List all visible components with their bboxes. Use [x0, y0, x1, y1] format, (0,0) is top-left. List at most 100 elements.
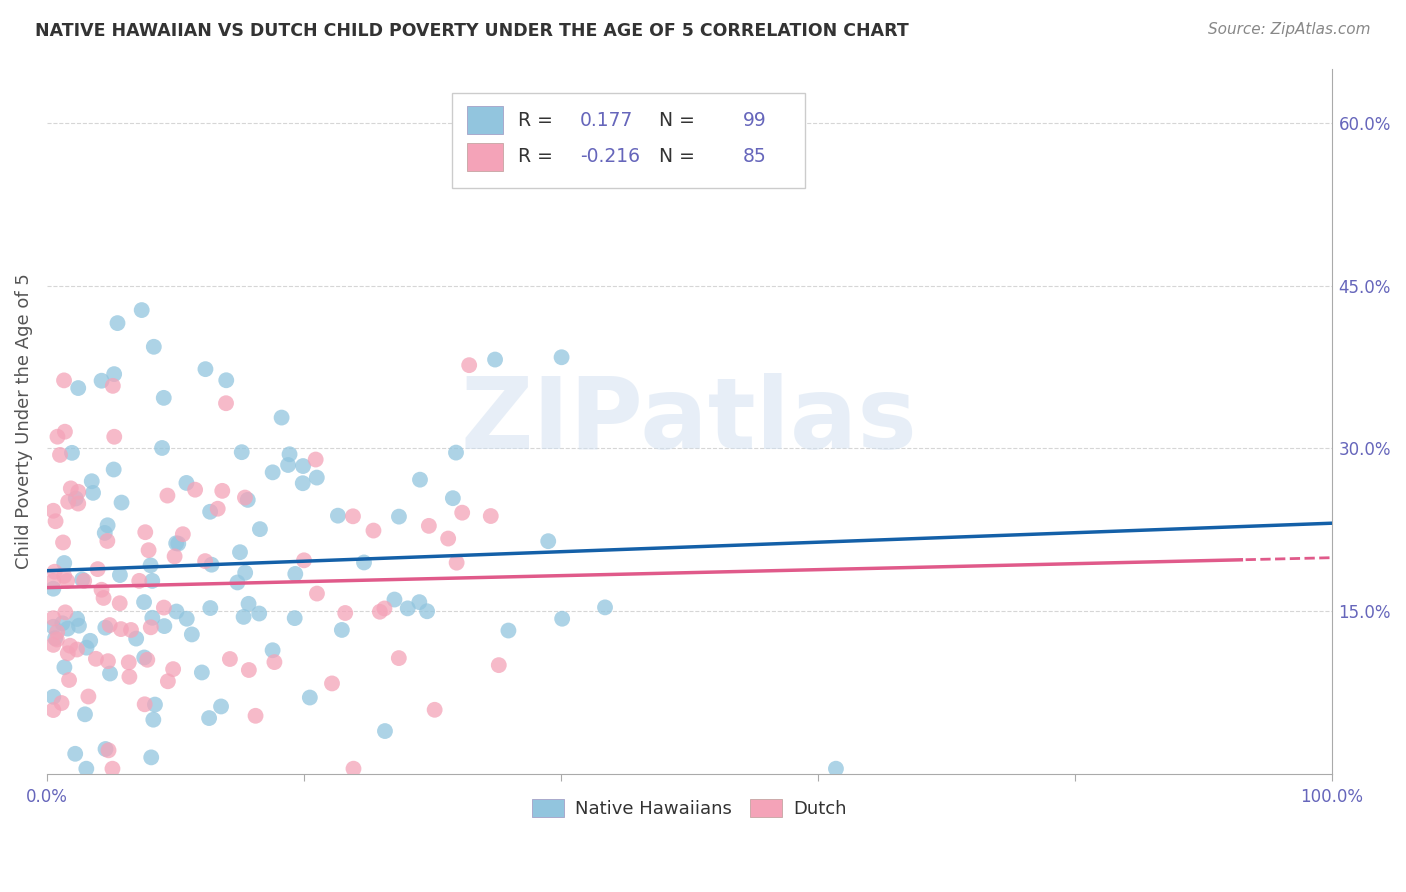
Point [211, 483, 233, 498]
Point [51, 616, 73, 631]
Text: R =: R = [519, 111, 560, 129]
Point [103, 430, 125, 444]
Point [233, 566, 256, 580]
Point [153, 619, 176, 633]
Point [165, 605, 187, 619]
Point [90, 374, 112, 388]
Point [353, 556, 375, 570]
Point [458, 358, 481, 372]
Point [53, 605, 76, 619]
Text: 0.177: 0.177 [581, 111, 633, 129]
Point [42, 690, 65, 704]
Point [184, 483, 207, 497]
Point [42, 582, 65, 596]
Point [79, 633, 101, 648]
Point [76, 640, 98, 655]
Point [200, 558, 222, 572]
Point [51, 696, 73, 710]
Point [107, 316, 129, 330]
Point [226, 575, 249, 590]
Point [163, 549, 186, 564]
Point [298, 690, 321, 705]
Point [335, 606, 357, 620]
Point [108, 596, 131, 610]
Point [141, 574, 163, 588]
Point [42, 611, 65, 625]
Point [247, 607, 270, 621]
Point [416, 604, 439, 618]
Point [233, 491, 256, 505]
Point [156, 489, 179, 503]
Point [131, 303, 153, 318]
Point [101, 379, 124, 393]
Point [94, 742, 117, 756]
Point [108, 568, 131, 582]
Point [291, 476, 314, 491]
Point [70, 573, 93, 587]
Point [56, 622, 79, 636]
Point [53, 569, 76, 583]
Point [373, 601, 395, 615]
Point [305, 586, 328, 600]
Point [134, 650, 156, 665]
Legend: Native Hawaiians, Dutch: Native Hawaiians, Dutch [524, 791, 853, 825]
Point [118, 656, 141, 670]
Point [53, 425, 76, 439]
Point [262, 466, 284, 480]
Text: R =: R = [519, 147, 560, 166]
Point [388, 509, 411, 524]
Point [277, 458, 299, 472]
Point [143, 698, 166, 712]
Point [292, 458, 315, 473]
Point [238, 663, 260, 677]
Point [141, 611, 163, 625]
Text: -0.216: -0.216 [581, 147, 640, 166]
Point [110, 495, 132, 509]
Point [444, 445, 467, 459]
Point [66, 642, 89, 657]
Point [176, 612, 198, 626]
Point [278, 447, 301, 461]
Point [120, 623, 142, 637]
Point [132, 595, 155, 609]
Point [825, 762, 848, 776]
Point [42, 620, 65, 634]
Bar [467, 143, 503, 171]
Point [219, 652, 242, 666]
Point [150, 441, 173, 455]
Point [321, 676, 343, 690]
Text: 99: 99 [744, 111, 766, 129]
Point [446, 556, 468, 570]
Point [86, 562, 108, 576]
Point [262, 643, 284, 657]
Point [65, 491, 87, 506]
Point [67, 484, 90, 499]
Point [49, 448, 72, 462]
Point [209, 699, 232, 714]
Point [384, 592, 406, 607]
Point [90, 582, 112, 597]
Point [326, 508, 349, 523]
Point [103, 367, 125, 381]
Point [142, 713, 165, 727]
Point [194, 554, 217, 568]
Point [245, 708, 267, 723]
Point [93, 591, 115, 605]
Point [388, 651, 411, 665]
Point [67, 497, 90, 511]
Point [128, 574, 150, 588]
Point [374, 724, 396, 739]
Point [53, 556, 76, 570]
Point [215, 396, 238, 410]
Point [141, 750, 163, 764]
Point [165, 536, 187, 550]
Point [238, 597, 260, 611]
Point [42, 574, 65, 588]
Point [138, 543, 160, 558]
Point [142, 340, 165, 354]
Point [231, 445, 253, 459]
Point [136, 653, 159, 667]
Point [172, 527, 194, 541]
Point [42, 703, 65, 717]
Text: Source: ZipAtlas.com: Source: ZipAtlas.com [1208, 22, 1371, 37]
